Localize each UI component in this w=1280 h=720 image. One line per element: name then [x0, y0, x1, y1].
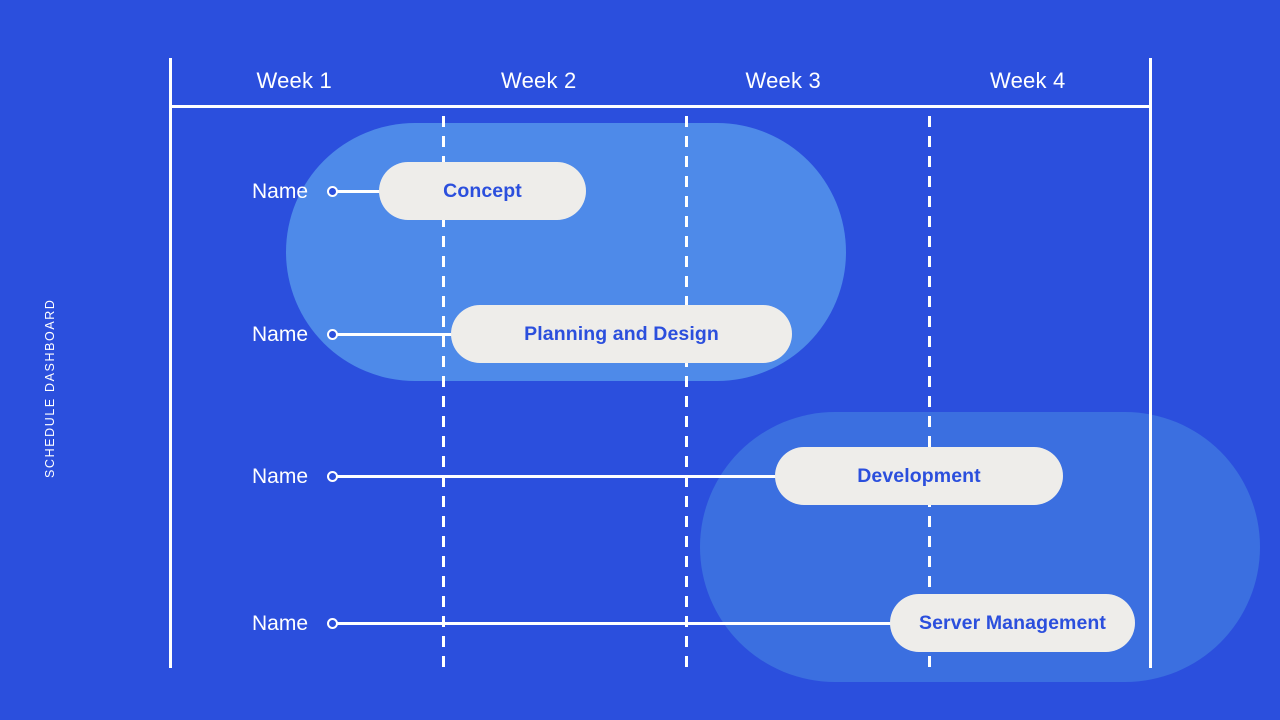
table-row: Name Server Management	[0, 594, 1280, 654]
row-connector-1	[337, 190, 392, 193]
week-header-cell-1[interactable]: Week 1	[172, 58, 417, 104]
row-owner-label-4: Name	[252, 612, 309, 635]
row-owner-label-2: Name	[252, 323, 309, 346]
table-row: Name Planning and Design	[0, 305, 1280, 365]
timeline-header-rule	[169, 105, 1152, 108]
timeline-right-rule	[1149, 58, 1152, 668]
week-header-label-2: Week 2	[501, 68, 577, 93]
week-header-cell-2[interactable]: Week 2	[417, 58, 662, 104]
table-row: Name Development	[0, 447, 1280, 507]
week-divider-1	[442, 116, 445, 668]
task-pill-development[interactable]: Development	[775, 447, 1063, 505]
week-header-label-1: Week 1	[256, 68, 332, 93]
row-connector-3	[337, 475, 787, 478]
task-pill-label-1: Concept	[443, 179, 522, 202]
week-header: Week 1 Week 2 Week 3 Week 4	[172, 58, 1150, 104]
week-divider-2	[685, 116, 688, 668]
week-header-label-3: Week 3	[745, 68, 821, 93]
row-connector-4	[337, 622, 902, 625]
task-pill-server-management[interactable]: Server Management	[890, 594, 1135, 652]
task-pill-label-4: Server Management	[918, 611, 1107, 634]
week-header-cell-4[interactable]: Week 4	[906, 58, 1151, 104]
week-divider-3	[928, 116, 931, 668]
table-row: Name Concept	[0, 162, 1280, 222]
row-connector-2	[337, 333, 462, 336]
week-header-label-4: Week 4	[990, 68, 1066, 93]
timeline-left-rule	[169, 58, 172, 668]
row-owner-label-1: Name	[252, 180, 309, 203]
task-pill-planning-and-design[interactable]: Planning and Design	[451, 305, 792, 363]
row-owner-label-3: Name	[252, 465, 309, 488]
task-pill-label-2: Planning and Design	[524, 322, 719, 345]
week-header-cell-3[interactable]: Week 3	[661, 58, 906, 104]
task-pill-label-3: Development	[857, 464, 981, 487]
task-pill-concept[interactable]: Concept	[379, 162, 586, 220]
